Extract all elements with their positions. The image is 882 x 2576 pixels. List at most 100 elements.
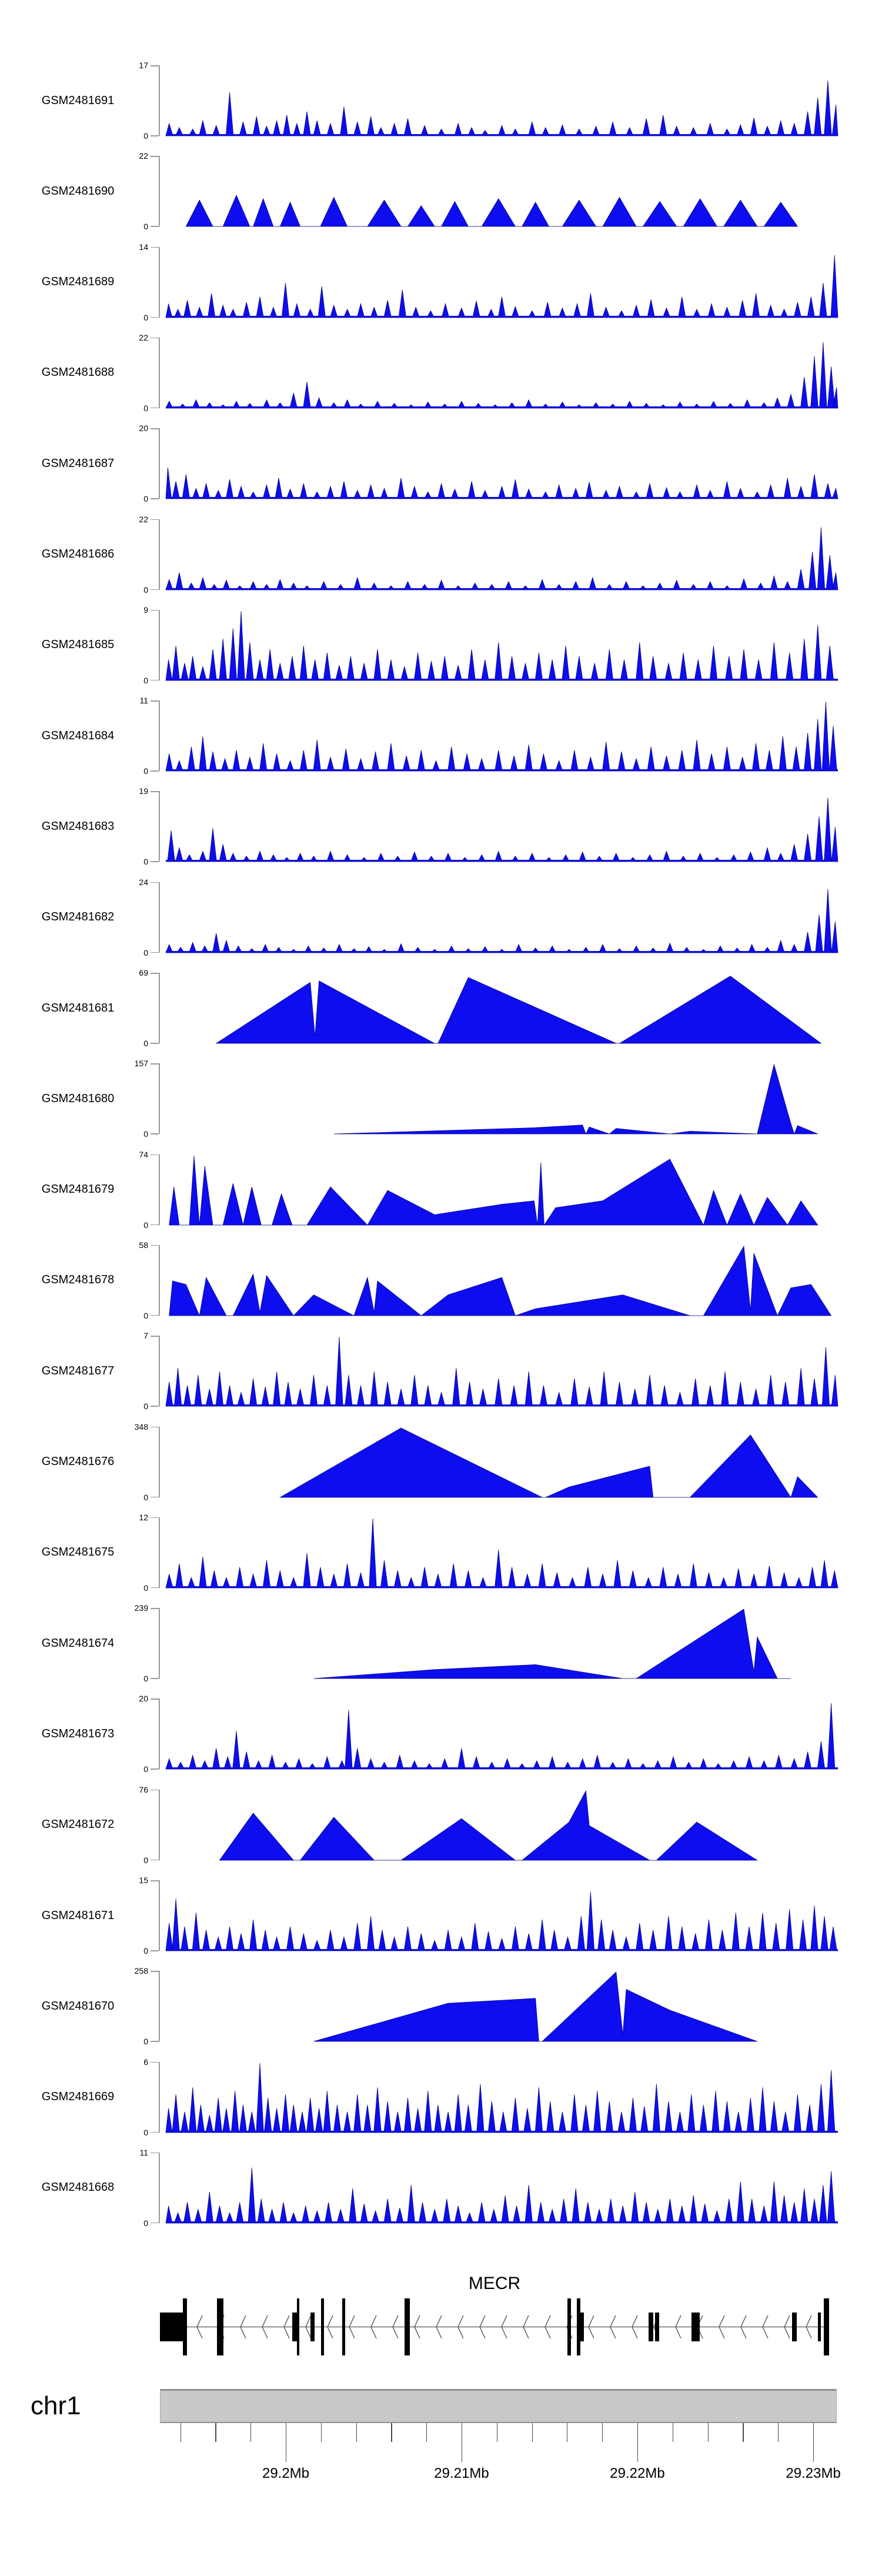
signal-polygon — [313, 1609, 791, 1679]
signal-area — [279, 1427, 818, 1498]
y-axis-zero-label: 0 — [143, 1946, 148, 1956]
exon-box — [321, 2298, 324, 2355]
signal-polygon — [165, 80, 838, 136]
signal-polygon — [165, 255, 838, 318]
signal-area — [165, 527, 838, 590]
exon-box — [216, 2298, 220, 2355]
y-axis-line — [159, 700, 160, 772]
y-axis-bottom-tick — [151, 1769, 159, 1770]
chevron-left-icon — [240, 2315, 246, 2339]
y-axis-top-tick — [151, 882, 159, 883]
chevron-left-icon — [501, 2315, 507, 2339]
signal-area — [165, 2063, 838, 2133]
track-label: GSM2481684 — [41, 729, 115, 742]
signal-area — [165, 702, 838, 772]
exon-box — [567, 2298, 572, 2355]
y-axis-max-label: 74 — [139, 1149, 148, 1159]
signal-polygon — [165, 1337, 838, 1407]
y-axis-line — [159, 1426, 160, 1497]
y-axis-zero-label: 0 — [143, 585, 148, 595]
y-axis-max-label: 6 — [143, 2057, 148, 2067]
exon-box — [648, 2313, 653, 2341]
y-axis-top-tick — [151, 1699, 159, 1700]
signal-polygon — [165, 889, 838, 953]
y-axis-line — [159, 519, 160, 590]
y-axis-bottom-tick — [151, 1314, 159, 1316]
y-axis-top-tick — [151, 700, 159, 702]
track-label: GSM2481671 — [41, 1908, 115, 1922]
chevron-left-icon — [762, 2315, 769, 2339]
signal-baseline — [166, 1767, 838, 1770]
ideogram-bar — [160, 2389, 837, 2423]
y-axis-top-tick — [151, 246, 159, 248]
y-axis-zero-label: 0 — [143, 403, 148, 413]
y-axis-zero-label: 0 — [143, 1492, 148, 1502]
track-label: GSM2481668 — [41, 2181, 115, 2194]
signal-polygon — [165, 2167, 838, 2224]
y-axis-bottom-tick — [151, 1859, 159, 1861]
y-axis-bottom-tick — [151, 316, 159, 318]
y-axis-line — [159, 882, 160, 953]
axis-minor-tick — [707, 2423, 709, 2442]
chevron-left-icon — [436, 2315, 442, 2339]
signal-polygon — [169, 1155, 818, 1226]
exon-box — [310, 2313, 315, 2341]
y-axis-top-tick — [151, 1517, 159, 1519]
signal-area — [169, 1155, 818, 1226]
chevron-left-icon — [523, 2315, 529, 2339]
y-axis-zero-label: 0 — [143, 1039, 148, 1048]
signal-polygon — [333, 1063, 818, 1135]
signal-polygon — [166, 798, 838, 862]
signal-area — [165, 610, 838, 681]
y-axis-top-tick — [151, 2152, 159, 2154]
y-axis-zero-label: 0 — [143, 1764, 148, 1774]
y-axis-max-label: 11 — [139, 2147, 148, 2157]
y-axis-line — [159, 1154, 160, 1225]
y-axis-line — [159, 156, 160, 227]
track-label: GSM2481680 — [41, 1092, 115, 1105]
signal-area — [333, 1063, 818, 1135]
y-axis-max-label: 20 — [139, 423, 148, 433]
y-axis-zero-label: 0 — [143, 1220, 148, 1230]
axis-major-tick — [813, 2423, 814, 2462]
signal-area — [165, 80, 838, 136]
signal-polygon — [165, 2063, 838, 2133]
y-axis-line — [159, 428, 160, 499]
chevron-left-icon — [370, 2315, 377, 2339]
y-axis-bottom-tick — [151, 1406, 159, 1407]
y-axis-bottom-tick — [151, 770, 159, 772]
y-axis-zero-label: 0 — [143, 222, 148, 232]
y-axis-top-tick — [151, 1244, 159, 1246]
y-axis-top-tick — [151, 791, 159, 792]
track-label: GSM2481690 — [41, 184, 115, 198]
track-label: GSM2481672 — [41, 1818, 115, 1831]
chevron-left-icon — [327, 2315, 333, 2339]
signal-area — [165, 342, 838, 409]
y-axis-line — [159, 1244, 160, 1316]
y-axis-top-tick — [151, 1154, 159, 1156]
y-axis-max-label: 69 — [139, 968, 148, 977]
axis-tick-label: 29.23Mb — [786, 2465, 841, 2481]
y-axis-bottom-tick — [151, 1587, 159, 1589]
y-axis-top-tick — [151, 1063, 159, 1065]
strand-arrows-icon — [175, 2315, 812, 2339]
signal-polygon — [165, 610, 838, 681]
exon-box — [655, 2313, 659, 2341]
chevron-left-icon — [305, 2315, 312, 2339]
y-axis-top-tick — [151, 1789, 159, 1791]
track-label: GSM2481683 — [41, 819, 115, 833]
y-axis-max-label: 22 — [139, 514, 148, 524]
y-axis-line — [159, 2152, 160, 2223]
y-axis-line — [159, 973, 160, 1043]
y-axis-line — [159, 791, 160, 862]
signal-polygon — [165, 342, 838, 409]
chevron-left-icon — [740, 2315, 747, 2339]
exon-box — [159, 2313, 186, 2341]
y-axis-bottom-tick — [151, 407, 159, 409]
y-axis-bottom-tick — [151, 1950, 159, 1951]
y-axis-line — [159, 337, 160, 408]
chevron-left-icon — [479, 2315, 486, 2339]
exon-box — [183, 2298, 187, 2355]
signal-area — [165, 1337, 838, 1407]
